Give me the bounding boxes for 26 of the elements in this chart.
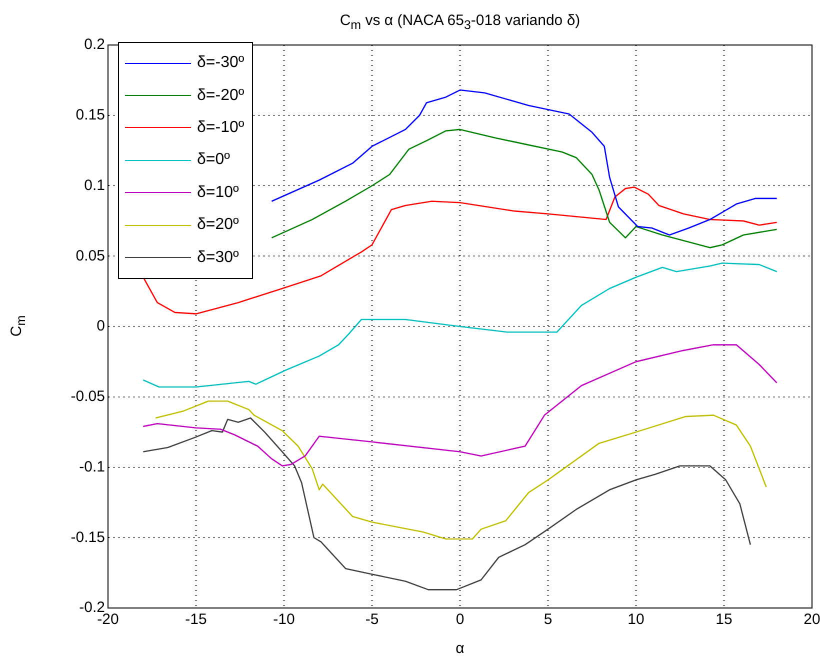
y-tick-label: -0.1 bbox=[79, 458, 105, 476]
chart-title: C$_{m}$ vs α (NACA 65$_{3}$-018 variando δ) bbox=[338, 12, 582, 32]
legend-label: δ=30º bbox=[197, 248, 239, 267]
x-tick-label: 10 bbox=[628, 611, 644, 628]
y-tick-label: 0.15 bbox=[76, 106, 105, 124]
x-tick-label: 5 bbox=[544, 611, 552, 628]
y-tick-label: 0.05 bbox=[76, 247, 105, 264]
x-tick-label: -15 bbox=[185, 611, 207, 628]
x-axis-title: α bbox=[456, 640, 465, 658]
y-tick-label: 0 bbox=[96, 318, 105, 335]
legend-label: δ=0º bbox=[197, 151, 230, 170]
legend-label: δ=-20º bbox=[197, 86, 244, 105]
x-tick-label: 15 bbox=[716, 611, 732, 628]
y-tick-label: 0.1 bbox=[84, 176, 105, 194]
y-tick-label: 0.2 bbox=[84, 36, 105, 54]
x-tick-label: 20 bbox=[804, 611, 820, 628]
x-tick-label: 0 bbox=[456, 611, 464, 628]
x-tick-label: -5 bbox=[365, 611, 379, 628]
legend-label: δ=-10º bbox=[197, 118, 244, 137]
x-tick-label: -20 bbox=[97, 611, 119, 628]
legend-label: δ=-30º bbox=[197, 54, 244, 72]
y-tick-label: -0.15 bbox=[70, 528, 105, 546]
legend-label: δ=20º bbox=[197, 216, 239, 234]
y-tick-label: -0.05 bbox=[70, 388, 105, 406]
legend-label: δ=10º bbox=[197, 184, 239, 202]
x-tick-label: -10 bbox=[273, 611, 295, 628]
